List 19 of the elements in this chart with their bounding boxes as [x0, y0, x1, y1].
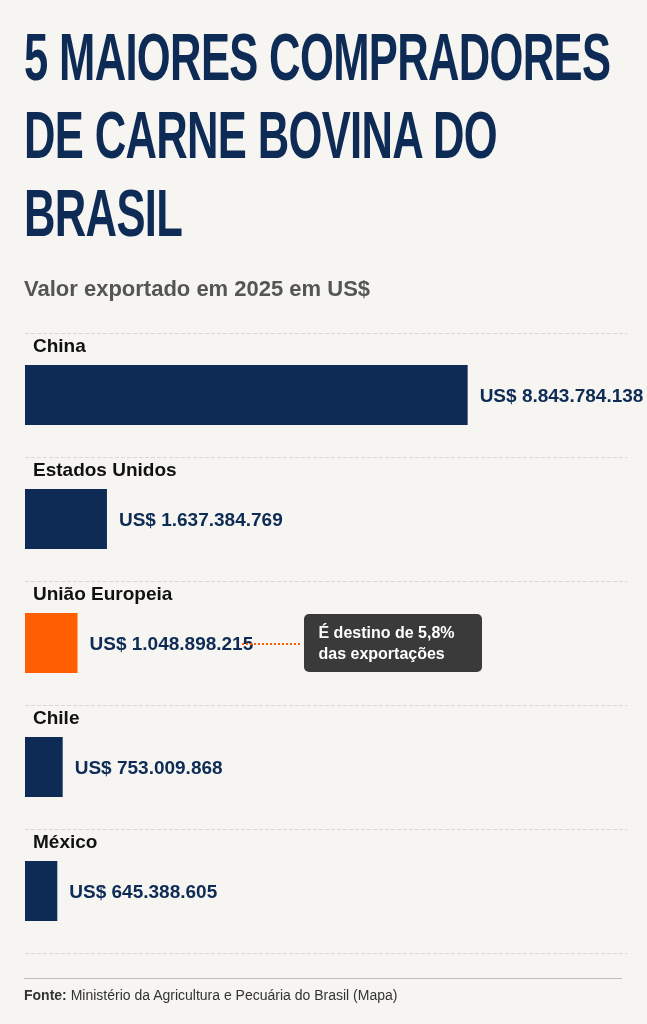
y-tick-label: Chile [33, 707, 80, 728]
bar [25, 489, 107, 549]
y-tick-label: União Europeia [33, 583, 173, 604]
bar [25, 365, 468, 425]
source-note: Fonte: Ministério da Agricultura e Pecuária do Brasil (Mapa) [24, 978, 622, 1003]
bar [25, 613, 78, 673]
data-label: US$ 645.388.605 [69, 880, 218, 902]
data-label: US$ 1.637.384.769 [118, 508, 283, 530]
y-tick-label: China [33, 335, 87, 356]
data-label: US$ 753.009.868 [74, 756, 223, 778]
chart-title: 5 MAIORES COMPRADORES DE CARNE BOVINA DO BRASIL [24, 19, 612, 252]
data-label: US$ 1.048.898.215 [89, 632, 254, 654]
note-box: É destino de 5,8% das exportações [304, 614, 483, 672]
bar [25, 737, 63, 797]
bar [25, 861, 58, 921]
data-label: US$ 8.843.784.138 [479, 384, 644, 406]
chart-subtitle: Valor exportado em 2025 em US$ [24, 276, 371, 302]
y-tick-label: Estados Unidos [33, 459, 177, 480]
y-tick-label: México [33, 831, 98, 852]
